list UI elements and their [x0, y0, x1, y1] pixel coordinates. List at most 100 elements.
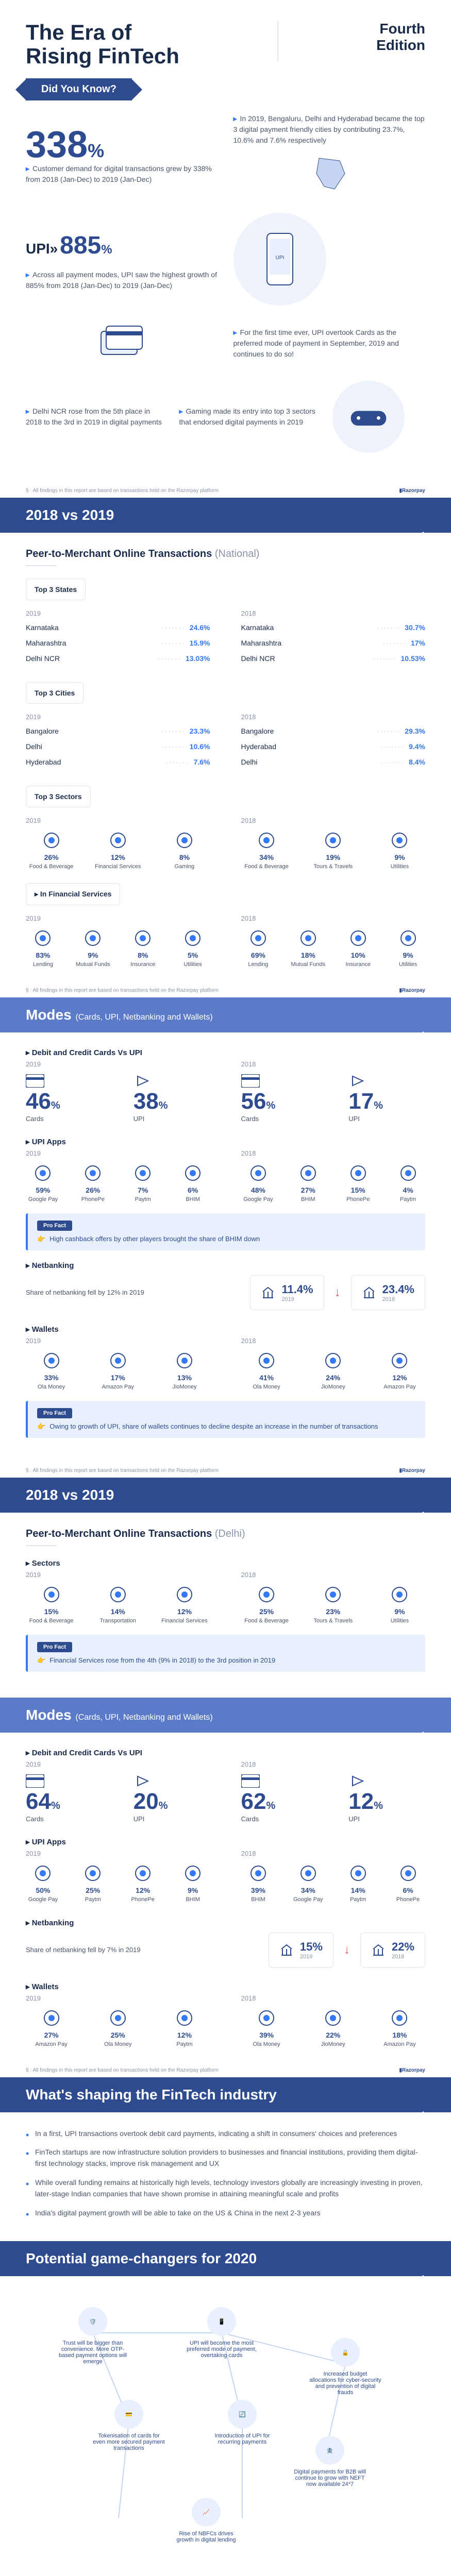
stat-item: 33%Ola Money [26, 1351, 77, 1391]
stat-icon [108, 831, 128, 850]
stat-icon [390, 831, 409, 850]
india-map-icon [293, 153, 365, 194]
stat-item: 27%Amazon Pay [26, 2008, 77, 2048]
p2m-delhi: Peer-to-Merchant Online Transactions (De… [0, 1513, 451, 1698]
gaming-illustration [332, 381, 405, 453]
rank-item: Bangalore·······29.3% [241, 727, 426, 735]
dyk-ribbon: Did You Know? [26, 78, 132, 100]
cards-icon [96, 321, 147, 362]
stat-item: 83%Lending [26, 928, 60, 968]
gamechangers-graph: 🛡️Trust will be bigger than convenience.… [26, 2302, 425, 2570]
rank-item: Hyderabad·······9.4% [241, 742, 426, 751]
stat-icon [398, 1863, 418, 1883]
band-2018v2019: 2018 vs 2019 [0, 498, 451, 533]
divider [277, 21, 278, 62]
stat-icon [298, 928, 318, 948]
upi-text: ▸Across all payment modes, UPI saw the h… [26, 269, 218, 291]
stat-item: 12%Paytm [159, 2008, 210, 2048]
stat-icon [108, 1585, 128, 1604]
stat-icon [183, 928, 203, 948]
stat-item: 48%Google Pay [241, 1163, 276, 1203]
band-shaping: What's shaping the FinTech industry [0, 2077, 451, 2112]
states-2018: 2018 Karnataka·······30.7%Maharashtra···… [241, 609, 426, 670]
stat-item: 25%Food & Beverage [241, 1585, 292, 1624]
stat-icon [348, 928, 368, 948]
stat-item: 13%JioMoney [159, 1351, 210, 1391]
shield-icon: 🛡️ [78, 2307, 107, 2336]
stat-item: 39%BHIM [241, 1863, 276, 1903]
upi-885: 885% [60, 232, 112, 259]
stat-item: 14%Paytm [341, 1863, 375, 1903]
stat-item: 9%BHIM [176, 1863, 210, 1903]
stat-icon [323, 1351, 343, 1370]
did-you-know: Did You Know? 338% ▸Customer demand for … [0, 78, 451, 484]
band-delhi: 2018 vs 2019 [0, 1478, 451, 1513]
stat-item: 39%Ola Money [241, 2008, 292, 2048]
stat-icon [175, 1351, 194, 1370]
shaping-item: FinTech startups are now infrastructure … [26, 2146, 425, 2170]
stat-icon [133, 928, 153, 948]
upi-node-icon: 📱 [207, 2307, 236, 2336]
stat-item: 8%Gaming [159, 831, 210, 870]
stat-item: 59%Google Pay [26, 1163, 60, 1203]
stat-item: 6%PhonePe [391, 1863, 425, 1903]
stat-item: 22%JioMoney [308, 2008, 359, 2048]
dyk-bullet1: ▸Customer demand for digital transaction… [26, 163, 218, 185]
rank-item: Maharashtra·······17% [241, 639, 426, 647]
cities-2018: 2018 Bangalore·······29.3%Hyderabad·····… [241, 713, 426, 773]
states-2019: 2019 Karnataka·······24.6%Maharashtra···… [26, 609, 210, 670]
stat-icon [33, 928, 53, 948]
shaping-section: In a first, UPI transactions overtook de… [0, 2112, 451, 2241]
card-icon [26, 1074, 44, 1088]
top-sectors-label: Top 3 Sectors [26, 786, 91, 807]
stat-icon [42, 2008, 61, 2028]
rank-item: Delhi NCR·······10.53% [241, 654, 426, 663]
stat-item: 9%Utilities [391, 928, 425, 968]
stat-item: 18%Amazon Pay [374, 2008, 425, 2048]
stat-icon [83, 1163, 103, 1183]
stat-item: 26%Food & Beverage [26, 831, 77, 870]
gc-node-2: 📱UPI will become the most preferred mode… [186, 2307, 258, 2359]
phone-illustration: UPI [233, 213, 326, 306]
shaping-item: In a first, UPI transactions overtook de… [26, 2128, 425, 2139]
stat-item: 10%Insurance [341, 928, 375, 968]
stat-icon [33, 1863, 53, 1883]
svg-text:UPI: UPI [275, 255, 284, 261]
gc-node-3: 🔒Increased budget allocations for cyber-… [309, 2338, 381, 2396]
rank-item: Delhi·······10.6% [26, 742, 210, 751]
protip-wallets: Pro Fact 👉Owing to growth of UPI, share … [26, 1401, 425, 1438]
hero: The Era of Rising FinTech Fourth Edition [0, 0, 451, 78]
sectors-2019: 2019 26%Food & Beverage12%Financial Serv… [26, 817, 210, 870]
stat-item: 12%Financial Services [92, 831, 143, 870]
stat-item: 25%Paytm [76, 1863, 110, 1903]
stat-item: 6%BHIM [176, 1163, 210, 1203]
stat-item: 15%PhonePe [341, 1163, 375, 1203]
stat-icon [42, 1351, 61, 1370]
stat-icon [257, 2008, 276, 2028]
edition-l2: Edition [376, 37, 425, 54]
band-gamechangers: Potential game-changers for 2020 [0, 2241, 451, 2276]
stat-icon [323, 1585, 343, 1604]
title-line1: The Era of [26, 20, 131, 44]
stat-icon [133, 1863, 153, 1883]
stat-item: 9%Mutual Funds [76, 928, 110, 968]
netbanking-row: Share of netbanking fell by 12% in 2019 … [26, 1275, 425, 1310]
stat-item: 26%PhonePe [76, 1163, 110, 1203]
fin-2018: 2018 69%Lending18%Mutual Funds10%Insuran… [241, 914, 426, 968]
neft-icon: 🏦 [315, 2436, 344, 2465]
hero-title: The Era of Rising FinTech [26, 21, 179, 68]
stat-icon [175, 2008, 194, 2028]
footnote-row: § : All findings in this report are base… [0, 484, 451, 498]
stat-item: 9%Utilities [374, 831, 425, 870]
stat-icon [248, 1863, 268, 1883]
stat-item: 25%Ola Money [92, 2008, 143, 2048]
stat-icon [108, 1351, 128, 1370]
gc-node-1: 🛡️Trust will be bigger than convenience.… [57, 2307, 129, 2365]
hero-edition: Fourth Edition [376, 21, 425, 54]
stat-icon [42, 1585, 61, 1604]
stat-icon [323, 2008, 343, 2028]
cities-2019: 2019 Bangalore·······23.3%Delhi·······10… [26, 713, 210, 773]
band-modes-delhi: Modes (Cards, UPI, Netbanking and Wallet… [0, 1698, 451, 1733]
dyk-bullet2: ▸In 2019, Bengaluru, Delhi and Hyderabad… [233, 113, 426, 146]
stat-icon [83, 928, 103, 948]
